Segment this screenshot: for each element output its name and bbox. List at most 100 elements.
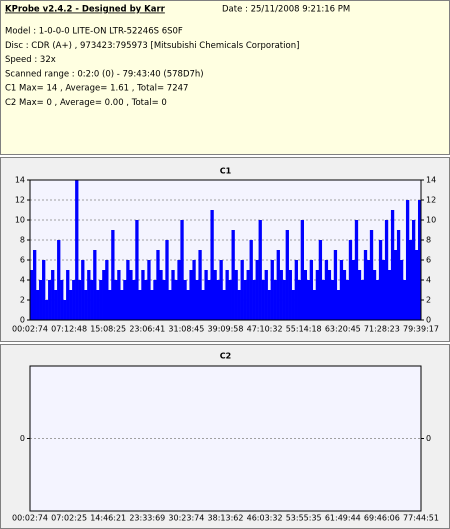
y2-tick-label: 6 <box>426 256 431 265</box>
x-tick-label: 69:46:06 <box>364 514 400 523</box>
x-tick-label: 00:02:74 <box>12 514 48 523</box>
bar <box>96 290 100 320</box>
bar <box>33 250 37 320</box>
bar <box>306 280 311 320</box>
bar <box>36 290 40 320</box>
bar <box>258 220 262 320</box>
bar <box>141 270 145 320</box>
y-tick-label: 0 <box>20 434 25 443</box>
bar <box>363 250 368 320</box>
bar <box>261 280 265 320</box>
bar <box>162 280 166 320</box>
bar <box>201 290 205 320</box>
bar <box>342 270 347 320</box>
bar <box>312 290 317 320</box>
x-tick-label: 46:03:32 <box>247 514 283 523</box>
bar <box>123 280 127 320</box>
bar <box>264 270 268 320</box>
bar <box>417 200 422 320</box>
bar <box>276 250 280 320</box>
bar <box>384 220 389 320</box>
bar <box>219 260 223 320</box>
y2-tick-label: 2 <box>426 296 431 305</box>
date: Date : 25/11/2008 9:21:16 PM <box>222 5 350 15</box>
bar <box>129 270 133 320</box>
bar <box>87 270 91 320</box>
bar <box>357 270 362 320</box>
bar <box>246 270 250 320</box>
app-title: KProbe v2.4.2 - Designed by Karr <box>5 5 166 15</box>
bar <box>135 220 139 320</box>
bar <box>291 290 295 320</box>
bar <box>84 290 88 320</box>
bar <box>213 270 217 320</box>
bar <box>144 280 148 320</box>
info-line: Disc : CDR (A+) , 973423:795973 [Mitsubi… <box>5 41 299 51</box>
x-tick-label: 47:10:32 <box>247 325 283 334</box>
info-panel <box>0 0 450 155</box>
bar <box>255 260 259 320</box>
bar <box>399 260 404 320</box>
bar <box>249 240 253 320</box>
bar <box>180 220 184 320</box>
x-tick-label: 00:02:74 <box>12 325 48 334</box>
plot-border <box>29 365 422 512</box>
bar <box>243 280 247 320</box>
bar <box>51 270 55 320</box>
y2-tick-label: 12 <box>426 196 436 205</box>
bar <box>150 290 154 320</box>
bar <box>369 230 374 320</box>
info-line: C2 Max= 0 , Average= 0.00 , Total= 0 <box>5 98 167 108</box>
bar <box>198 250 202 320</box>
bar <box>102 270 106 320</box>
bar <box>159 270 163 320</box>
y2-tick-label: 10 <box>426 216 436 225</box>
bar <box>120 290 124 320</box>
y2-tick-label: 0 <box>426 316 431 325</box>
bar <box>171 270 175 320</box>
bar <box>210 210 214 320</box>
bar <box>60 280 64 320</box>
y2-tick-label: 8 <box>426 236 431 245</box>
bar <box>240 260 244 320</box>
bar <box>45 300 49 320</box>
bar <box>90 280 94 320</box>
bar <box>408 240 413 320</box>
bar <box>66 270 70 320</box>
bar <box>72 280 76 320</box>
y-tick-label: 10 <box>15 216 25 225</box>
bar <box>186 290 190 320</box>
bar <box>345 280 350 320</box>
bar <box>231 230 235 320</box>
bar <box>99 280 103 320</box>
bar <box>81 260 85 320</box>
x-tick-label: 61:49:44 <box>325 514 361 523</box>
bar <box>333 250 338 320</box>
bar <box>324 260 329 320</box>
x-tick-label: 15:08:25 <box>90 325 126 334</box>
bar <box>402 280 407 320</box>
y-tick-label: 0 <box>20 316 25 325</box>
bar <box>93 250 97 320</box>
bar <box>42 260 46 320</box>
bar <box>321 280 326 320</box>
bar <box>204 270 208 320</box>
info-line: Model : 1-0-0-0 LITE-ON LTR-52246S 6S0F <box>5 27 183 37</box>
chart-title: C2 <box>220 352 231 361</box>
x-tick-label: 39:09:58 <box>208 325 244 334</box>
bar <box>411 220 416 320</box>
bar <box>207 280 211 320</box>
x-tick-label: 07:02:25 <box>51 514 87 523</box>
bar <box>396 230 401 320</box>
y2-tick-label: 0 <box>426 434 431 443</box>
y-tick-label: 6 <box>20 256 25 265</box>
y-tick-label: 2 <box>20 296 25 305</box>
bar <box>111 230 115 320</box>
bar <box>153 280 157 320</box>
bar <box>285 230 289 320</box>
y-tick-label: 14 <box>15 176 25 185</box>
bar <box>381 260 386 320</box>
bar <box>57 240 61 320</box>
x-tick-label: 23:33:69 <box>129 514 165 523</box>
